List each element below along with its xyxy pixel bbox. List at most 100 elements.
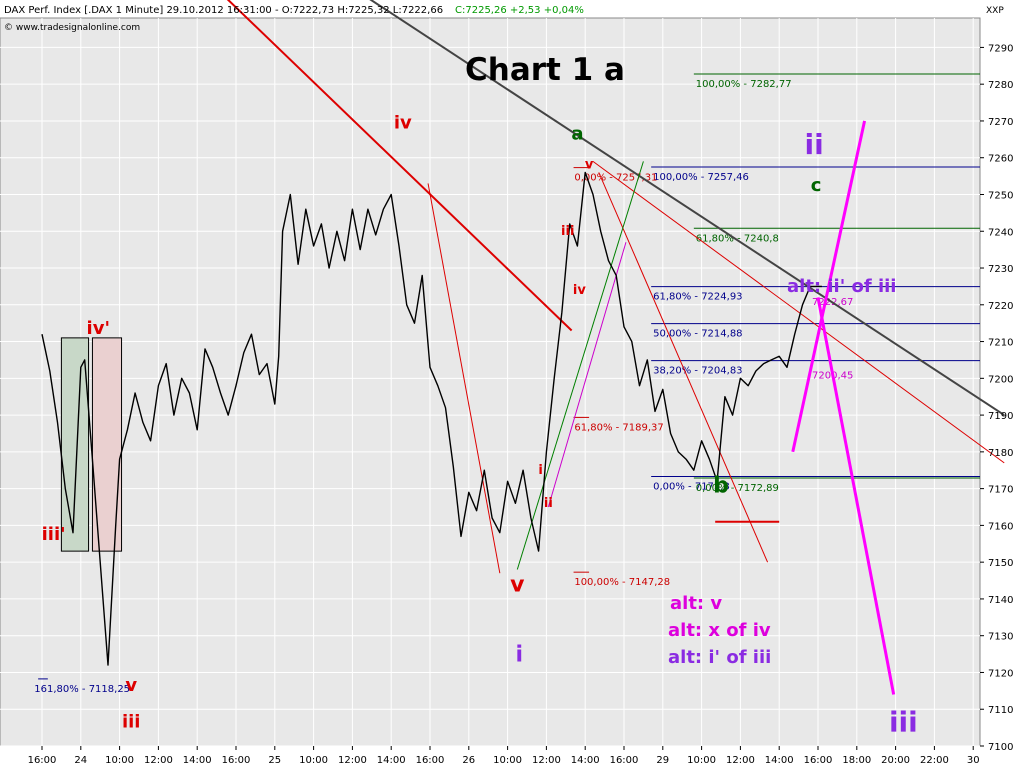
axis-layer: 7100 7110 7120 7130 7140 7150 7160 7170 7180 7190… <box>28 43 1014 766</box>
wave-label: v <box>585 158 594 173</box>
trendline <box>226 0 573 332</box>
y-tick-label: 7160 <box>988 521 1013 532</box>
wave-label: iii <box>122 712 141 733</box>
wave-label: b <box>713 473 729 498</box>
y-tick-label: 7270 <box>988 117 1013 128</box>
wave-label: v <box>510 573 525 598</box>
x-tick-label: 14:00 <box>183 755 212 766</box>
y-tick-label: 7220 <box>988 301 1013 312</box>
y-tick-label: 7130 <box>988 632 1013 643</box>
y-tick-label: 7140 <box>988 595 1013 606</box>
wave-label: iv <box>394 112 412 133</box>
x-tick-label: 10:00 <box>687 755 716 766</box>
y-tick-label: 7250 <box>988 190 1013 201</box>
fib-level-label: 50,00% - 7214,88 <box>653 329 742 340</box>
wave-label: i <box>515 642 523 667</box>
wave-label: iii <box>889 705 918 738</box>
y-tick-label: 7290 <box>988 43 1013 54</box>
x-tick-label: 12:00 <box>726 755 755 766</box>
fib-level-label: 61,80% - 7240,8 <box>696 233 779 244</box>
x-tick-label: 12:00 <box>338 755 367 766</box>
fib-level-label: 161,80% - 7118,25 <box>34 684 130 695</box>
y-tick-label: 7240 <box>988 227 1013 238</box>
fib-level-label: 0,00% - 7173,3 <box>653 481 730 492</box>
chart-title: Chart 1 a <box>465 52 625 88</box>
x-tick-label: 16:00 <box>222 755 251 766</box>
y-tick-label: 7150 <box>988 558 1013 569</box>
y-tick-label: 7110 <box>988 705 1013 716</box>
wave-label: a <box>571 123 583 144</box>
wave-label: iii' <box>42 524 66 545</box>
y-tick-label: 7200 <box>988 374 1013 385</box>
wave-box <box>60 337 90 552</box>
y-tick-label: 7100 <box>988 742 1013 753</box>
wave-label: v <box>125 675 137 696</box>
alt-label-x-of-iv: alt: x of iv <box>668 620 771 641</box>
y-tick-label: 7170 <box>988 485 1013 496</box>
x-tick-label: 12:00 <box>144 755 173 766</box>
fib-level-label: 61,80% - 7224,93 <box>653 292 742 303</box>
fib-level-label: 38,20% - 7204,83 <box>653 366 742 377</box>
wave-label: ii <box>805 128 824 161</box>
wave-label: iv <box>573 283 586 298</box>
fib-level-label: 100,00% - 7147,28 <box>574 577 670 588</box>
x-tick-label: 20:00 <box>881 755 910 766</box>
x-tick-label: 29 <box>656 755 669 766</box>
x-tick-label: 10:00 <box>299 755 328 766</box>
alt-label-i-of-iii: alt: i' of iii <box>668 647 771 668</box>
fib-level-label: 100,00% - 7257,46 <box>653 172 749 183</box>
y-tick-label: 7180 <box>988 448 1013 459</box>
x-tick-label: 26 <box>462 755 475 766</box>
trendline <box>791 120 867 453</box>
x-tick-label: 16:00 <box>416 755 445 766</box>
trendline <box>427 183 501 574</box>
trendline <box>369 0 1005 416</box>
x-tick-label: 14:00 <box>571 755 600 766</box>
y-tick-label: 7260 <box>988 154 1013 165</box>
trendline <box>547 242 627 508</box>
wave-label: i <box>538 463 542 478</box>
wave-label: iv' <box>87 318 110 339</box>
trendline <box>598 172 769 563</box>
x-tick-label: 22:00 <box>920 755 949 766</box>
copyright-text: © www.tradesignalonline.com <box>4 23 140 33</box>
y-tick-label: 7210 <box>988 338 1013 349</box>
y-tick-label: 7120 <box>988 668 1013 679</box>
y-tick-label: 7280 <box>988 80 1013 91</box>
x-tick-label: 16:00 <box>610 755 639 766</box>
x-tick-label: 25 <box>268 755 281 766</box>
fib-level-label: 0,00% - 7172,89 <box>696 483 779 494</box>
x-tick-label: 10:00 <box>493 755 522 766</box>
wave-label: iii <box>561 224 574 239</box>
x-tick-label: 10:00 <box>105 755 134 766</box>
trendline <box>816 297 896 695</box>
price-layer <box>41 171 822 666</box>
y-tick-label: 7230 <box>988 264 1013 275</box>
x-tick-label: 14:00 <box>377 755 406 766</box>
wave-label: c <box>811 175 822 196</box>
x-tick-label: 16:00 <box>28 755 57 766</box>
header-title: DAX Perf. Index [.DAX 1 Minute] 29.10.20… <box>4 5 443 16</box>
trendline <box>592 160 1005 464</box>
price-series-line <box>41 171 822 666</box>
fib-level-label: 100,00% - 7282,77 <box>696 79 792 90</box>
x-tick-label: 12:00 <box>532 755 561 766</box>
x-tick-label: 16:00 <box>804 755 833 766</box>
wave-label: ii <box>544 496 553 511</box>
x-tick-label: 14:00 <box>765 755 794 766</box>
alt-label-ii-of-iii: alt: ii' of iii <box>787 276 896 297</box>
trend-layer <box>226 0 1005 695</box>
grid-layer <box>0 18 980 747</box>
header-close: C:7225,26 +2,53 +0,04% <box>455 5 584 16</box>
x-tick-label: 18:00 <box>842 755 871 766</box>
alt-label-v: alt: v <box>670 593 722 614</box>
x-tick-label: 30 <box>967 755 980 766</box>
trendline <box>516 161 644 570</box>
x-tick-label: 24 <box>74 755 87 766</box>
plot-area[interactable] <box>0 17 981 747</box>
symbol-label: XXP <box>986 6 1004 16</box>
y-tick-label: 7190 <box>988 411 1013 422</box>
